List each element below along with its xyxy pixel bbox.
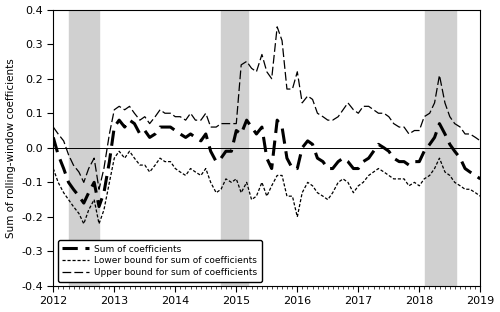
Sum of coefficients (462, 167, 468, 170)
Sum of coefficients (50, 135, 56, 139)
Upper bound for sum of coefficients (203, 111, 209, 115)
Upper bound for sum of coefficients (182, 118, 188, 122)
Sum of coefficients (478, 177, 484, 181)
Upper bound for sum of coefficients (188, 111, 194, 115)
Upper bound for sum of coefficients (268, 77, 274, 80)
Y-axis label: Sum of rolling-window coefficients: Sum of rolling-window coefficients (6, 58, 16, 238)
Upper bound for sum of coefficients (50, 125, 56, 129)
Sum of coefficients (274, 118, 280, 122)
Lower bound for sum of coefficients (50, 167, 56, 170)
Line: Lower bound for sum of coefficients: Lower bound for sum of coefficients (54, 151, 480, 224)
Line: Sum of coefficients: Sum of coefficients (54, 120, 480, 207)
Sum of coefficients (96, 205, 102, 208)
Lower bound for sum of coefficients (462, 188, 468, 191)
Lower bound for sum of coefficients (116, 149, 122, 153)
Upper bound for sum of coefficients (462, 132, 468, 136)
Sum of coefficients (188, 132, 194, 136)
Bar (426, 10, 456, 286)
Lower bound for sum of coefficients (81, 222, 87, 226)
Bar (68, 10, 99, 286)
Upper bound for sum of coefficients (96, 188, 102, 191)
Lower bound for sum of coefficients (132, 156, 138, 160)
Bar (221, 10, 248, 286)
Lower bound for sum of coefficients (192, 170, 198, 174)
Lower bound for sum of coefficients (274, 173, 280, 177)
Lower bound for sum of coefficients (478, 194, 484, 198)
Lower bound for sum of coefficients (208, 180, 214, 184)
Upper bound for sum of coefficients (126, 105, 132, 108)
Sum of coefficients (192, 135, 198, 139)
Legend: Sum of coefficients, Lower bound for sum of coefficients, Upper bound for sum of: Sum of coefficients, Lower bound for sum… (58, 240, 262, 281)
Lower bound for sum of coefficients (188, 167, 194, 170)
Sum of coefficients (208, 149, 214, 153)
Sum of coefficients (132, 122, 138, 125)
Sum of coefficients (116, 118, 122, 122)
Upper bound for sum of coefficients (274, 25, 280, 29)
Line: Upper bound for sum of coefficients: Upper bound for sum of coefficients (54, 27, 480, 189)
Upper bound for sum of coefficients (478, 139, 484, 143)
